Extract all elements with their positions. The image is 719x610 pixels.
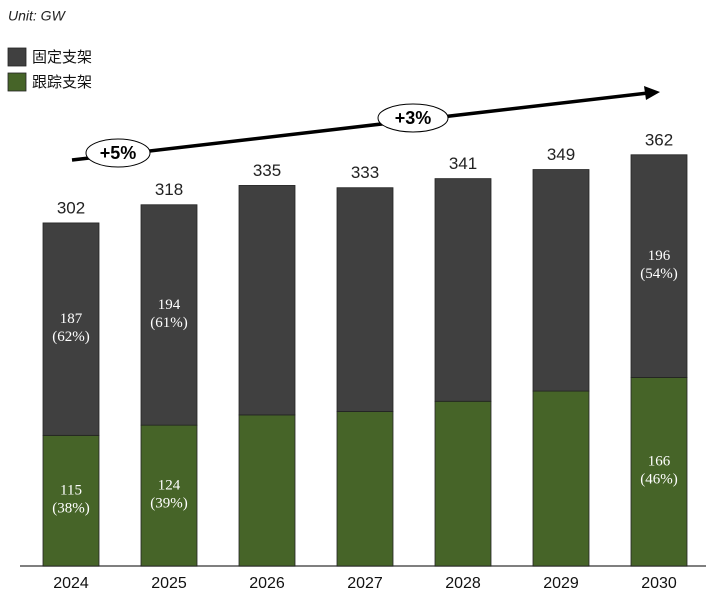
bar-segment [238,414,296,567]
legend-swatch [7,72,27,92]
segment-label: 115 (38%) [52,483,90,517]
bar-segment [532,390,590,567]
unit-note: Unit: GW [8,8,67,24]
bar-segment [630,377,688,567]
x-tick-label: 2026 [249,575,285,592]
total-label: 335 [253,161,281,180]
bar-segment [140,424,198,567]
bar-segment [336,187,394,412]
bar-segment [630,154,688,378]
total-label: 349 [547,145,575,164]
bar-segment [532,169,590,392]
x-tick-label: 2028 [445,575,481,592]
segment-label: 187 (62%) [52,312,90,346]
bar-segment [42,434,100,567]
total-label: 341 [449,154,477,173]
annotation-bubble [377,103,449,133]
annotation: +3% [395,108,432,128]
arrow-head [644,86,660,100]
annotation-bubble [85,138,151,168]
x-tick-label: 2029 [543,575,579,592]
x-tick-label: 2030 [641,575,677,592]
total-label: 318 [155,180,183,199]
x-tick-label: 2024 [53,575,89,592]
x-tick-label: 2027 [347,575,383,592]
total-label: 333 [351,163,379,182]
segment-label: 166 (46%) [640,454,678,488]
bar-segment [140,204,198,426]
segment-label: 196 (54%) [640,249,678,283]
legend-swatch [7,47,27,67]
bar-segment [238,185,296,416]
x-tick-label: 2025 [151,575,187,592]
bar-segment [336,411,394,567]
annotation: +5% [100,143,137,163]
trend-arrow [71,91,649,162]
total-label: 362 [645,130,673,149]
bar-segment [434,400,492,567]
legend-label: 固定支架 [32,49,92,66]
segment-label: 124 (39%) [150,478,188,512]
total-label: 302 [57,198,85,217]
segment-label: 194 (61%) [150,297,188,331]
bar-segment [42,222,100,436]
bar-segment [434,178,492,402]
legend-label: 跟踪支架 [32,74,92,91]
